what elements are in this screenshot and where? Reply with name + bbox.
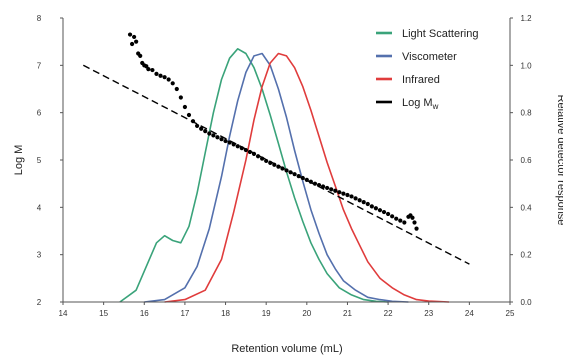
data-point xyxy=(199,126,204,131)
y-tick-label-right: 0.4 xyxy=(520,203,532,212)
y-axis-title-right: Relative detector response xyxy=(555,95,563,226)
data-point xyxy=(361,200,366,205)
x-tick-label: 25 xyxy=(506,309,515,318)
y-tick-label-right: 0.2 xyxy=(520,251,532,260)
series-line-viscometer xyxy=(144,52,409,303)
data-point xyxy=(385,211,391,217)
data-point xyxy=(219,137,224,142)
legend-label: Log Mw xyxy=(402,97,439,111)
y-tick-label-right: 1.0 xyxy=(520,61,532,70)
data-point xyxy=(402,220,407,225)
data-point xyxy=(394,216,399,221)
data-point xyxy=(337,190,342,195)
data-point xyxy=(369,204,374,209)
series-line-light-scattering xyxy=(119,47,389,303)
x-tick-label: 19 xyxy=(262,309,271,318)
x-tick-label: 23 xyxy=(424,309,433,318)
data-point xyxy=(377,208,383,213)
data-point xyxy=(398,218,403,223)
data-point xyxy=(365,201,370,207)
data-point xyxy=(325,185,330,191)
y-axis-title-left: Log M xyxy=(13,145,25,176)
data-point xyxy=(349,194,354,199)
data-point xyxy=(373,206,378,211)
data-point xyxy=(333,188,338,193)
data-point xyxy=(129,41,135,47)
data-point xyxy=(207,131,212,136)
x-tick-label: 18 xyxy=(221,309,230,318)
data-point xyxy=(134,39,139,44)
data-point xyxy=(353,196,358,201)
y-tick-label-left: 3 xyxy=(37,251,42,260)
data-point xyxy=(162,75,167,80)
data-point xyxy=(390,214,395,219)
x-tick-label: 20 xyxy=(302,309,311,318)
data-point xyxy=(381,209,387,215)
data-point xyxy=(223,138,228,144)
data-point xyxy=(264,158,269,164)
series-line-linear-fit xyxy=(82,64,470,265)
data-point xyxy=(412,220,417,225)
y-tick-label-left: 8 xyxy=(37,14,42,23)
y-tick-label-left: 4 xyxy=(37,203,42,212)
series-log-mw xyxy=(127,32,419,231)
x-tick-label: 14 xyxy=(59,309,68,318)
data-point xyxy=(132,34,137,40)
y-tick-label-right: 0.6 xyxy=(520,156,532,165)
data-point xyxy=(174,86,179,92)
data-point xyxy=(284,168,289,173)
x-axis-title: Retention volume (mL) xyxy=(231,343,342,355)
legend-label: Viscometer xyxy=(402,51,457,63)
data-point xyxy=(146,67,151,72)
data-point xyxy=(357,198,362,203)
legend: Light Scattering Viscometer Infrared Log Mw xyxy=(376,28,478,111)
data-point xyxy=(158,73,163,78)
y-tick-label-right: 0.8 xyxy=(520,109,532,118)
data-point xyxy=(203,129,208,134)
data-point xyxy=(329,187,334,192)
data-point xyxy=(170,81,175,86)
x-tick-label: 24 xyxy=(465,309,474,318)
data-point xyxy=(316,182,322,188)
x-tick-label: 15 xyxy=(99,309,108,318)
data-point xyxy=(255,154,261,159)
data-point xyxy=(166,77,171,82)
data-point xyxy=(211,133,216,138)
x-tick-label: 17 xyxy=(180,309,189,318)
ticks-layer: 14 15 16 17 18 19 20 21 22 23 24 2523456780.00.20.4… xyxy=(37,14,532,318)
data-point xyxy=(186,112,192,118)
data-point xyxy=(414,226,419,231)
data-point xyxy=(345,192,350,198)
data-point xyxy=(154,71,159,76)
y-tick-label-left: 5 xyxy=(37,156,42,165)
data-point xyxy=(410,215,415,220)
y-tick-label-left: 7 xyxy=(37,61,42,70)
y-tick-label-right: 0.0 xyxy=(520,298,532,307)
data-point xyxy=(182,104,188,110)
data-point xyxy=(215,135,220,140)
y-tick-label-left: 6 xyxy=(37,109,42,118)
series-layer xyxy=(82,32,470,303)
data-point xyxy=(127,32,133,37)
x-tick-label: 16 xyxy=(140,309,149,318)
legend-label: Light Scattering xyxy=(402,28,478,40)
data-point xyxy=(138,53,143,58)
data-point xyxy=(304,177,309,182)
data-point xyxy=(341,191,346,196)
data-point xyxy=(195,123,200,129)
x-tick-label: 22 xyxy=(384,309,393,318)
x-tick-label: 21 xyxy=(343,309,352,318)
data-point xyxy=(150,67,155,73)
y-tick-label-right: 1.2 xyxy=(520,14,532,23)
legend-label: Infrared xyxy=(402,74,440,86)
data-point xyxy=(235,144,240,149)
y-tick-label-left: 2 xyxy=(37,298,42,307)
data-point xyxy=(178,95,183,100)
series-line-infrared xyxy=(164,52,450,303)
